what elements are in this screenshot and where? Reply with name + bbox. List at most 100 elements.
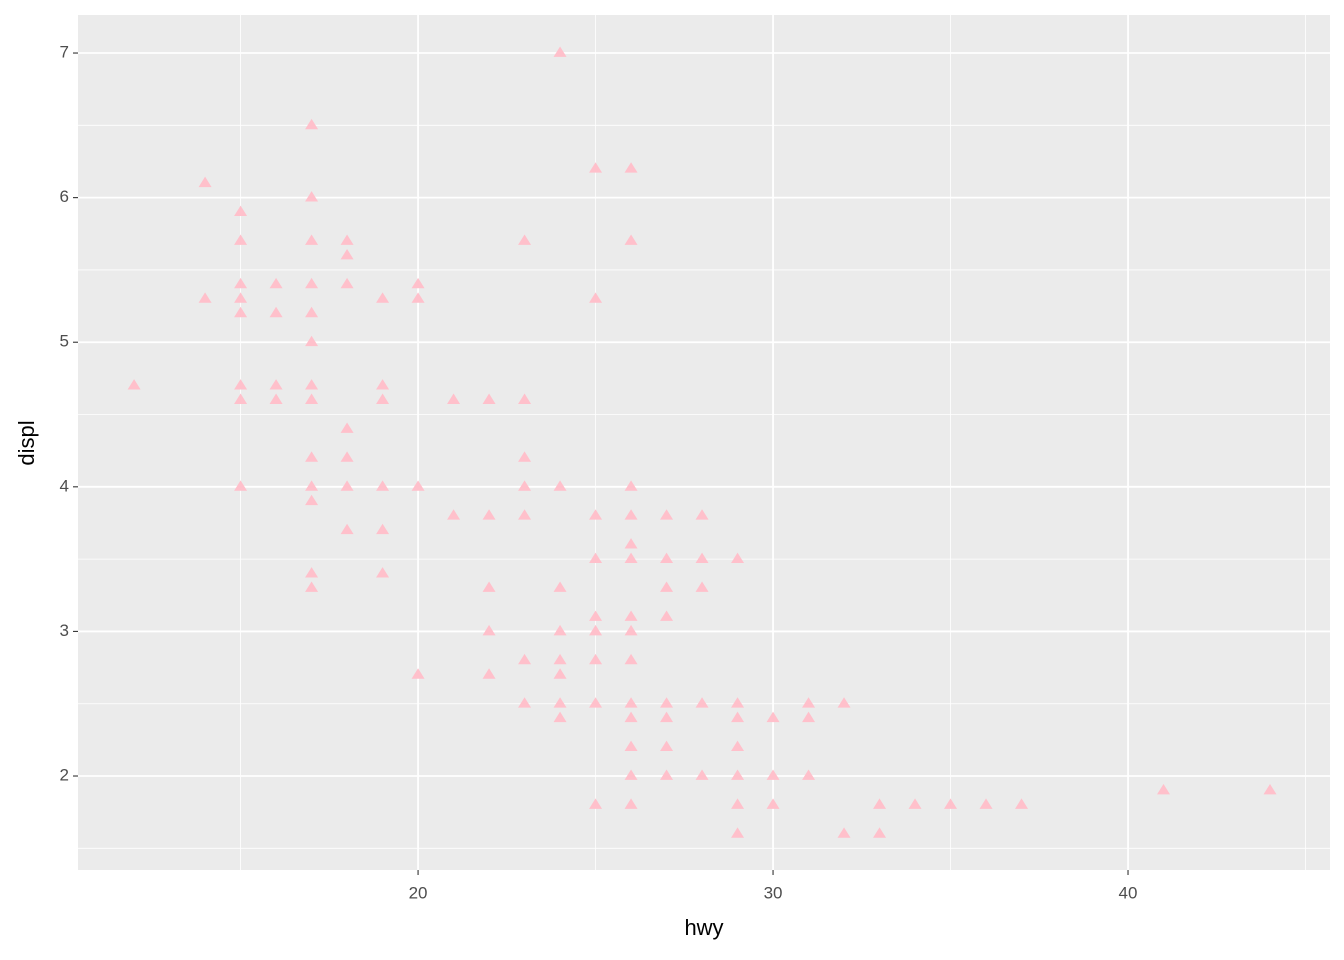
- point: [305, 234, 319, 245]
- point: [624, 552, 638, 564]
- point: [624, 234, 638, 245]
- point: [376, 523, 390, 535]
- y-tick-label: 2: [60, 765, 69, 784]
- point: [1157, 783, 1171, 795]
- point: [624, 653, 638, 665]
- point: [234, 234, 248, 245]
- point: [553, 711, 567, 723]
- point: [518, 509, 532, 520]
- point: [305, 191, 319, 202]
- point: [305, 567, 319, 578]
- point: [305, 118, 319, 130]
- point: [589, 610, 603, 621]
- point: [269, 379, 283, 390]
- point: [589, 697, 603, 708]
- point: [305, 393, 319, 404]
- point: [305, 581, 319, 592]
- point: [731, 740, 745, 751]
- point: [376, 393, 390, 404]
- point: [589, 798, 603, 809]
- point: [553, 46, 567, 57]
- point: [589, 509, 603, 520]
- point: [1263, 783, 1277, 795]
- point: [624, 538, 638, 549]
- point: [873, 827, 887, 838]
- point: [518, 234, 532, 245]
- point: [269, 393, 283, 404]
- point: [660, 711, 674, 723]
- point: [376, 292, 390, 303]
- point: [234, 480, 248, 491]
- point: [305, 379, 319, 390]
- y-tick-label: 3: [60, 621, 69, 640]
- point: [660, 769, 674, 780]
- point: [340, 277, 354, 289]
- point: [411, 480, 425, 491]
- point: [340, 234, 354, 245]
- point: [660, 509, 674, 520]
- point: [482, 393, 496, 404]
- y-tick-label: 5: [60, 332, 69, 351]
- point: [624, 480, 638, 491]
- point: [660, 581, 674, 592]
- point: [376, 567, 390, 578]
- point: [731, 711, 745, 723]
- point: [305, 306, 319, 318]
- point: [305, 451, 319, 462]
- point: [802, 769, 816, 780]
- point: [660, 697, 674, 708]
- point: [411, 668, 425, 679]
- point: [269, 277, 283, 289]
- point: [695, 509, 709, 520]
- point: [731, 769, 745, 780]
- point: [127, 379, 141, 390]
- point: [731, 552, 745, 564]
- point: [234, 393, 248, 404]
- point: [837, 697, 851, 708]
- point: [234, 306, 248, 318]
- point: [731, 827, 745, 838]
- point: [553, 624, 567, 636]
- point: [447, 509, 461, 520]
- point: [553, 653, 567, 665]
- point: [766, 711, 780, 723]
- point: [553, 480, 567, 491]
- point: [518, 480, 532, 491]
- point: [518, 393, 532, 404]
- point: [624, 610, 638, 621]
- point: [731, 697, 745, 708]
- point: [305, 480, 319, 491]
- point: [340, 451, 354, 462]
- point: [589, 162, 603, 173]
- point: [234, 277, 248, 289]
- point: [340, 422, 354, 433]
- point: [695, 552, 709, 564]
- point: [269, 306, 283, 318]
- point: [944, 798, 958, 809]
- point: [234, 205, 248, 216]
- point: [553, 668, 567, 679]
- point: [482, 668, 496, 679]
- y-tick-label: 7: [60, 43, 69, 62]
- point: [589, 292, 603, 303]
- point: [908, 798, 922, 809]
- point: [482, 509, 496, 520]
- point: [518, 451, 532, 462]
- point: [447, 393, 461, 404]
- x-tick-label: 30: [764, 883, 783, 902]
- y-tick-label: 6: [60, 187, 69, 206]
- point: [873, 798, 887, 809]
- point: [624, 624, 638, 636]
- point: [234, 379, 248, 390]
- point: [518, 697, 532, 708]
- point: [731, 798, 745, 809]
- point: [482, 581, 496, 592]
- x-tick-label: 40: [1119, 883, 1138, 902]
- x-tick-label: 20: [409, 883, 428, 902]
- point: [198, 176, 212, 188]
- point: [660, 610, 674, 621]
- point: [624, 740, 638, 751]
- point: [376, 480, 390, 491]
- point: [305, 494, 319, 506]
